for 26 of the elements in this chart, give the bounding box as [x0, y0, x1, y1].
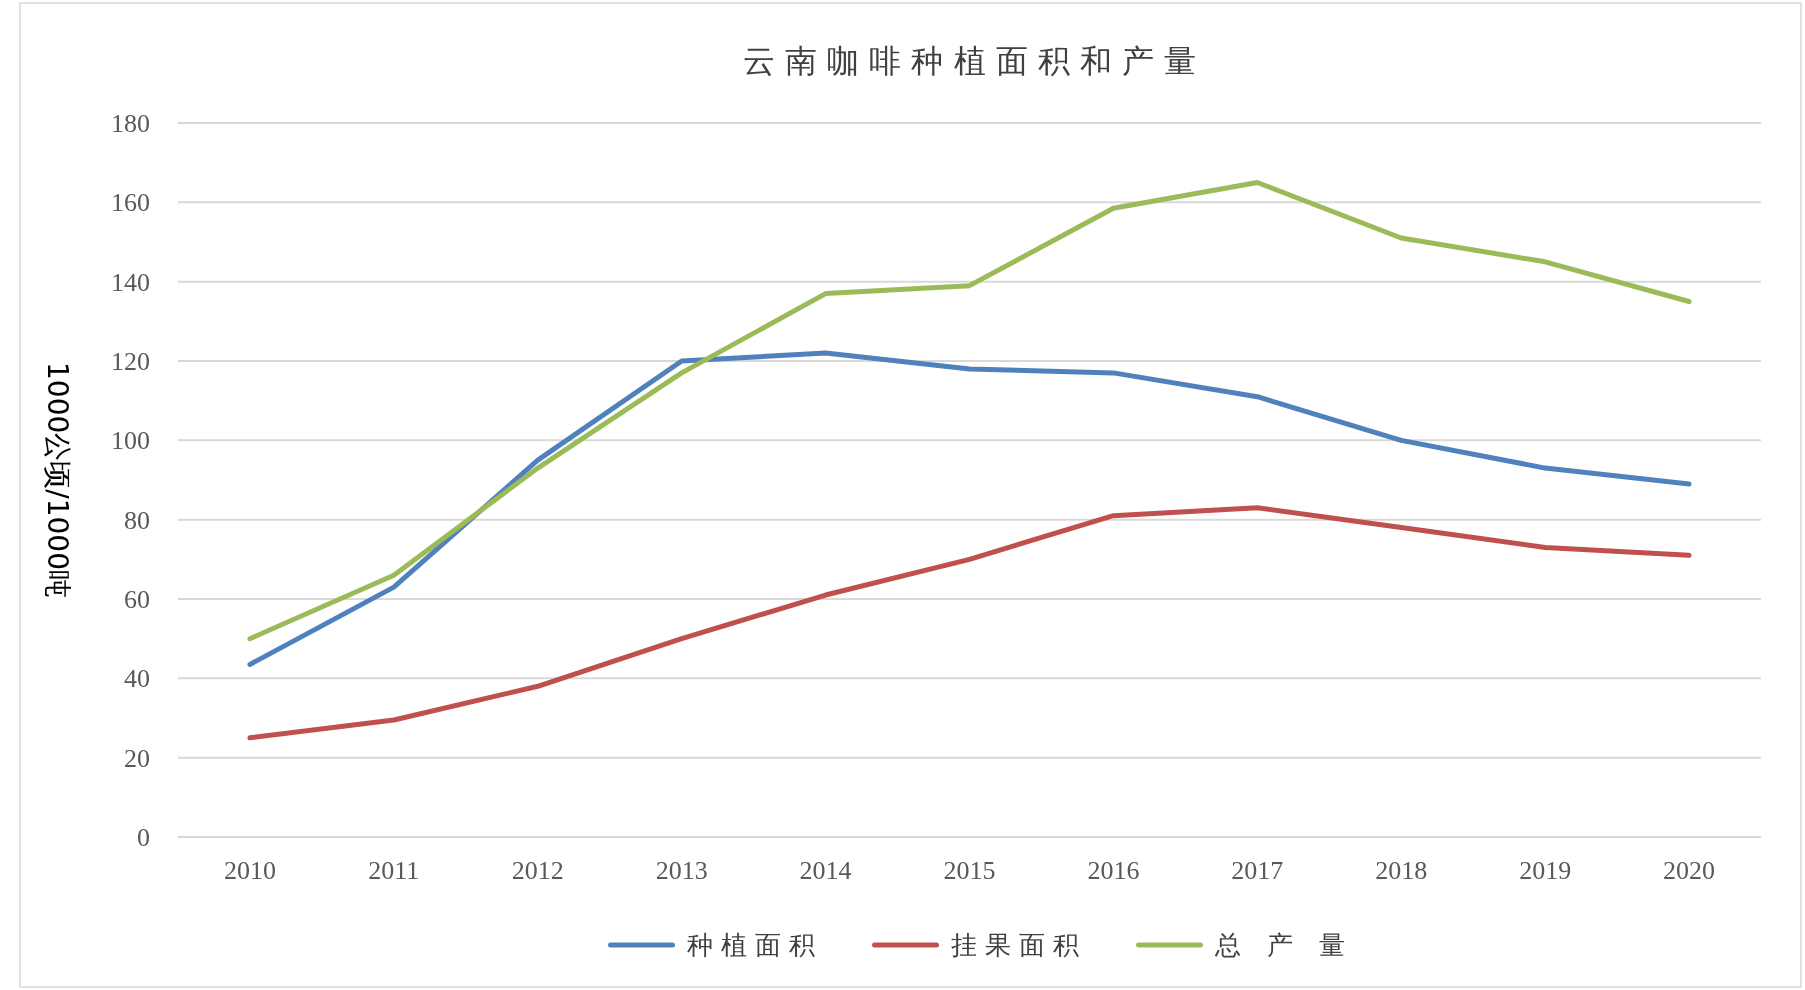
- x-tick-label: 2015: [943, 856, 996, 885]
- y-tick-label: 80: [124, 505, 150, 535]
- y-axis-title: 1000公顷/1000吨: [41, 362, 74, 598]
- y-tick-label: 120: [111, 347, 150, 376]
- y-tick-label: 180: [111, 109, 150, 138]
- x-tick-label: 2017: [1231, 856, 1284, 885]
- x-tick-label: 2010: [223, 856, 276, 885]
- x-tick-label: 2012: [511, 856, 564, 885]
- x-tick-label: 2019: [1519, 856, 1572, 885]
- x-tick-label: 2011: [368, 856, 420, 885]
- y-tick-label: 0: [137, 823, 150, 852]
- y-tick-label: 60: [124, 585, 150, 614]
- chart-title: 云 南 咖 啡 种 植 面 积 和 产 量: [742, 42, 1197, 80]
- y-tick-label: 140: [111, 267, 150, 297]
- y-tick-label: 40: [124, 664, 150, 694]
- legend-label: 挂 果 面 积: [950, 930, 1080, 960]
- x-tick-label: 2013: [655, 856, 708, 885]
- y-tick-label: 160: [111, 188, 150, 218]
- x-tick-label: 2020: [1663, 856, 1716, 885]
- x-tick-label: 2014: [799, 856, 852, 885]
- legend-label: 总 产 量: [1213, 930, 1345, 960]
- y-tick-label: 100: [111, 426, 150, 456]
- y-tick-label: 20: [124, 743, 150, 773]
- legend-label: 种 植 面 积: [686, 930, 816, 960]
- x-tick-label: 2016: [1087, 856, 1140, 885]
- x-tick-label: 2018: [1375, 856, 1428, 885]
